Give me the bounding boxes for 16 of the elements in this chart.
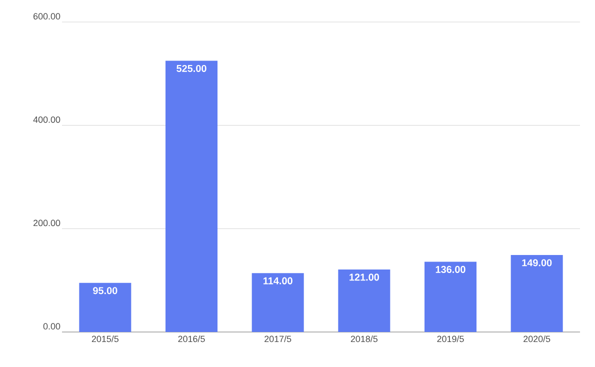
data-label: 95.00 [93,287,118,294]
data-label: 121.00 [350,274,379,281]
y-tick-label: 600.00 [34,13,60,20]
data-label: 136.00 [436,266,466,273]
data-label: 114.00 [264,277,292,284]
x-tick-label: 2019/5 [437,336,464,342]
x-tick-label: 2020/5 [524,336,550,342]
x-tick-label: 2017/5 [264,336,292,342]
x-tick-label: 2018/5 [350,336,378,342]
y-tick-label: 200.00 [34,220,60,226]
y-tick-label: 400.00 [33,116,60,123]
data-label: 525.00 [176,64,206,72]
y-tick-label: 0.00 [43,323,60,330]
x-tick-label: 2015/5 [92,336,118,342]
data-label: 149.00 [522,259,552,266]
x-tick-label: 2016/5 [178,336,205,342]
